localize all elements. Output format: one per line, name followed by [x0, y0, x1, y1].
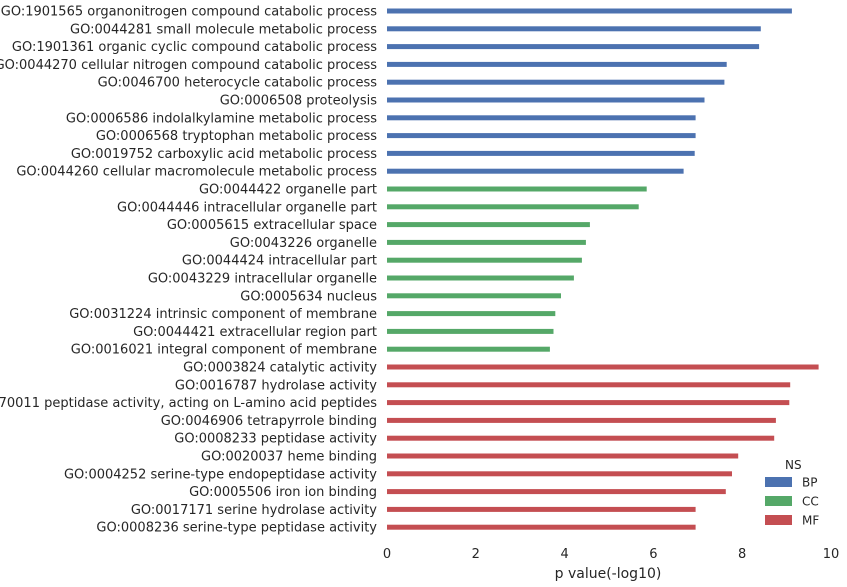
bar-cc: [387, 311, 556, 317]
bar-cc: [387, 239, 586, 245]
category-label: GO:0070011 peptidase activity, acting on…: [0, 396, 377, 411]
category-label: GO:0008233 peptidase activity: [174, 432, 377, 447]
category-label: GO:0044422 organelle part: [199, 183, 377, 198]
category-label: GO:0043226 organelle: [230, 236, 377, 251]
bar-bp: [387, 168, 684, 174]
bar-mf: [387, 364, 819, 370]
bar-cc: [387, 186, 647, 192]
bar-cc: [387, 346, 550, 352]
legend-label-bp: BP: [802, 476, 817, 490]
category-label: GO:1901361 organic cyclic compound catab…: [12, 40, 377, 55]
bar-mf: [387, 489, 726, 495]
bar-mf: [387, 506, 696, 512]
bar-mf: [387, 400, 790, 406]
category-label: GO:0006568 tryptophan metabolic process: [96, 129, 377, 144]
category-label: GO:0005634 nucleus: [240, 289, 377, 304]
bar-cc: [387, 257, 582, 263]
category-label: GO:0046906 tetrapyrrole binding: [161, 414, 377, 429]
bar-bp: [387, 133, 696, 139]
category-label: GO:0044281 small molecule metabolic proc…: [70, 22, 377, 37]
category-labels: GO:1901565 organonitrogen compound catab…: [0, 5, 377, 536]
legend-label-mf: MF: [802, 514, 819, 528]
bar-bp: [387, 97, 705, 103]
legend-swatch-mf: [765, 515, 792, 525]
x-tick-label: 4: [560, 547, 568, 562]
x-tick-label: 8: [738, 547, 746, 562]
bar-bp: [387, 8, 792, 14]
legend-title: NS: [785, 458, 802, 472]
bar-bp: [387, 44, 760, 50]
bar-bp: [387, 26, 761, 32]
x-tick-label: 2: [472, 547, 480, 562]
category-label: GO:0006586 indolalkylamine metabolic pro…: [66, 111, 377, 126]
category-label: GO:0020037 heme binding: [201, 450, 377, 465]
category-label: GO:0004252 serine-type endopeptidase act…: [64, 467, 377, 482]
category-label: GO:1901565 organonitrogen compound catab…: [1, 5, 377, 20]
category-label: GO:0003824 catalytic activity: [183, 361, 377, 376]
bar-mf: [387, 435, 775, 441]
bar-cc: [387, 293, 561, 299]
category-label: GO:0019752 carboxylic acid metabolic pro…: [71, 147, 377, 162]
legend-swatch-bp: [765, 477, 792, 487]
legend-swatch-cc: [765, 496, 792, 506]
bar-cc: [387, 204, 639, 210]
bar-bp: [387, 150, 695, 156]
category-label: GO:0017171 serine hydrolase activity: [131, 503, 377, 518]
bar-cc: [387, 222, 590, 228]
bar-cc: [387, 275, 574, 281]
category-label: GO:0044260 cellular macromolecule metabo…: [16, 165, 377, 180]
x-tick-label: 6: [649, 547, 657, 562]
bar-cc: [387, 328, 554, 334]
category-label: GO:0005615 extracellular space: [167, 218, 377, 233]
category-label: GO:0016787 hydrolase activity: [175, 378, 377, 393]
category-label: GO:0008236 serine-type peptidase activit…: [96, 521, 377, 536]
category-label: GO:0044421 extracellular region part: [133, 325, 377, 340]
x-tick-label: 10: [823, 547, 840, 562]
bar-mf: [387, 417, 776, 423]
category-label: GO:0046700 heterocycle catabolic process: [98, 76, 378, 91]
category-label: GO:0044446 intracellular organelle part: [117, 200, 377, 215]
category-label: GO:0044270 cellular nitrogen compound ca…: [0, 58, 377, 73]
x-axis-label: p value(-log10): [555, 566, 662, 582]
bar-mf: [387, 471, 732, 477]
bars-group: [387, 8, 819, 530]
legend: NS BP CC MF: [765, 458, 819, 528]
bar-bp: [387, 79, 725, 85]
legend-label-cc: CC: [802, 495, 819, 509]
category-label: GO:0005506 iron ion binding: [189, 485, 377, 500]
category-label: GO:0031224 intrinsic component of membra…: [69, 307, 377, 322]
bar-mf: [387, 524, 696, 530]
bar-mf: [387, 453, 739, 459]
bar-bp: [387, 61, 727, 67]
bar-bp: [387, 115, 696, 121]
category-label: GO:0043229 intracellular organelle: [148, 272, 377, 287]
bar-mf: [387, 382, 791, 388]
x-tick-label: 0: [383, 547, 391, 562]
category-label: GO:0044424 intracellular part: [182, 254, 377, 269]
category-label: GO:0016021 integral component of membran…: [71, 343, 377, 358]
category-label: GO:0006508 proteolysis: [220, 94, 377, 109]
x-axis-ticks: 0 2 4 6 8 10: [383, 547, 839, 562]
